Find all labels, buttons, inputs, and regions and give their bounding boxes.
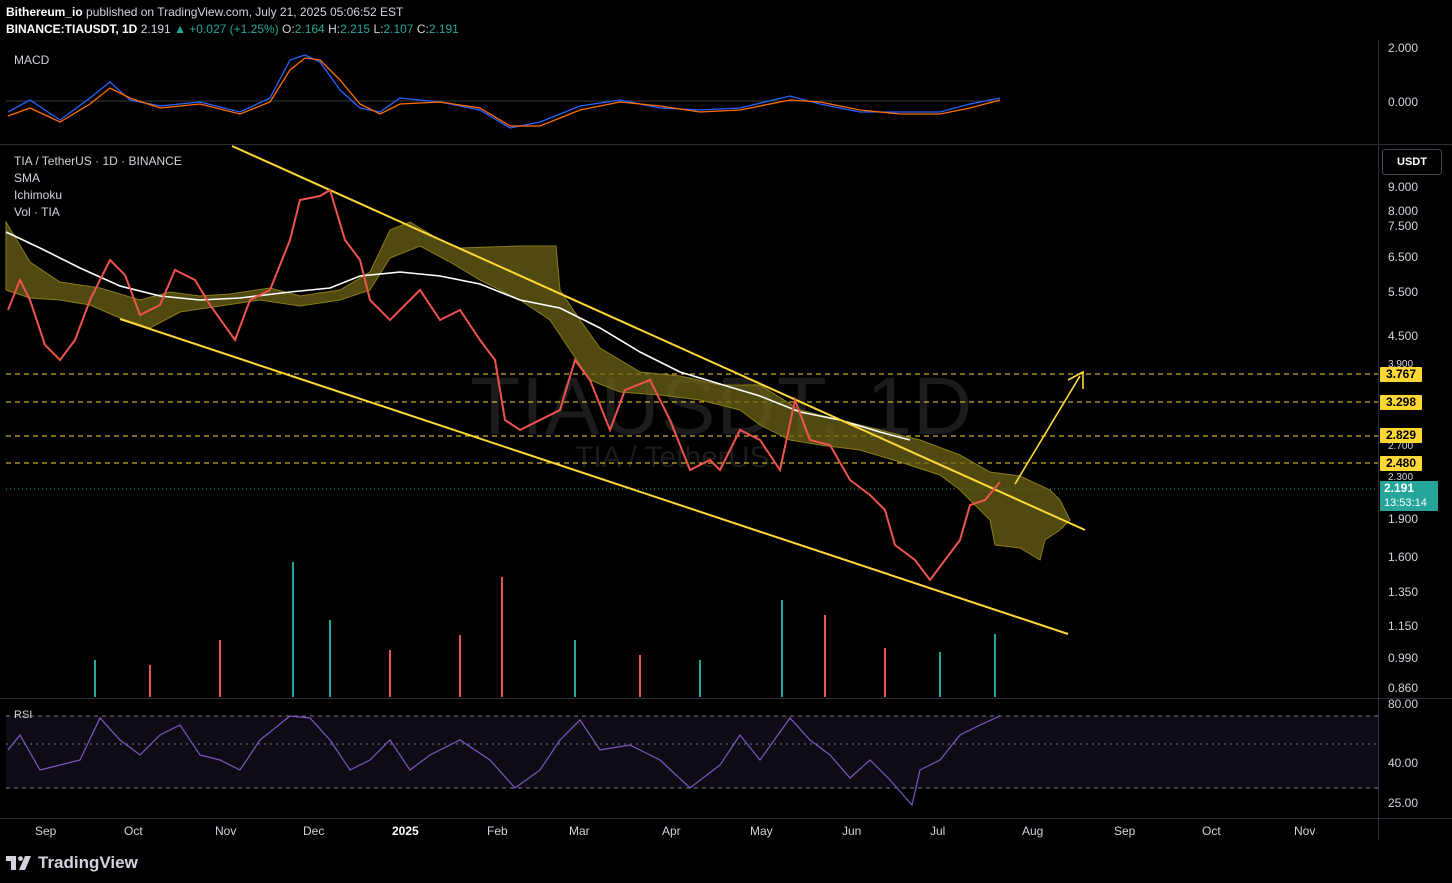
macd-scale-top: 2.000 <box>1388 41 1419 55</box>
time-tick: Oct <box>124 824 143 838</box>
rsi-line <box>7 715 1001 807</box>
time-tick: Nov <box>1294 824 1316 838</box>
price-tick: 3.900 <box>1388 359 1414 370</box>
time-tick: Jul <box>930 824 946 838</box>
sma-line <box>5 231 911 441</box>
level-tag-3298: 3.298 <box>1380 395 1422 410</box>
macd-scale-zero: 0.000 <box>1388 95 1419 109</box>
rsi-band <box>6 716 1378 788</box>
open-value: 2.164 <box>294 22 325 36</box>
macd-pane-separator[interactable] <box>0 144 1452 145</box>
channel-upper-trendline <box>231 145 1086 531</box>
price-tick: 5.500 <box>1388 285 1419 299</box>
price-tick: 1.350 <box>1388 585 1419 599</box>
time-tick: Apr <box>662 824 681 838</box>
bar-countdown: 13:53:14 <box>1384 497 1427 509</box>
time-tick: Feb <box>487 824 508 838</box>
symbol-name[interactable]: BINANCE:TIAUSDT, 1D <box>6 22 138 36</box>
price-tick: 1.600 <box>1388 550 1419 564</box>
price-tick: 7.500 <box>1388 219 1419 233</box>
price-tick: 6.500 <box>1388 250 1419 264</box>
rsi-scale-40: 40.00 <box>1388 756 1419 770</box>
rsi-pane-separator[interactable] <box>0 698 1452 699</box>
price-tick: 2.300 <box>1388 472 1414 483</box>
symbol-legend: BINANCE:TIAUSDT, 1D 2.191 ▲ +0.027 (+1.2… <box>6 22 459 36</box>
price-path <box>7 188 1001 582</box>
horizontal-levels <box>6 373 1378 464</box>
rsi-scale-25: 25.00 <box>1388 796 1419 810</box>
time-axis-separator <box>0 818 1452 819</box>
time-tick: Oct <box>1202 824 1221 838</box>
main-series-title[interactable]: TIA / TetherUS · 1D · BINANCE <box>14 154 182 168</box>
channel-lower-trendline <box>119 318 1069 635</box>
last-price: 2.191 <box>140 22 171 36</box>
level-tag-2829: 2.829 <box>1380 428 1422 443</box>
level-tag-3767: 3.767 <box>1380 367 1422 382</box>
time-tick: Dec <box>303 824 325 838</box>
price-tick: 0.860 <box>1388 681 1419 695</box>
price-tick: 9.000 <box>1388 180 1419 194</box>
high-value: 2.215 <box>340 22 371 36</box>
tradingview-brand-text: TradingView <box>38 853 138 872</box>
projection-arrow-head <box>1067 370 1084 389</box>
price-axis-separator <box>1378 40 1379 840</box>
macd-label[interactable]: MACD <box>14 53 50 67</box>
open-label: O: <box>282 22 295 36</box>
publish-info: Bithereum_io published on TradingView.co… <box>6 5 403 19</box>
close-value: 2.191 <box>428 22 459 36</box>
projection-arrow-line <box>1014 375 1081 485</box>
time-tick: Nov <box>215 824 237 838</box>
rsi-label[interactable]: RSI <box>14 709 33 721</box>
volume-bars <box>94 562 996 697</box>
price-tick: 1.900 <box>1388 512 1419 526</box>
price-tick: 2.700 <box>1388 441 1414 452</box>
indicator-volume[interactable]: Vol · TIA <box>14 205 60 219</box>
time-tick: May <box>750 824 773 838</box>
publish-date: published on TradingView.com, July 21, 2… <box>82 5 404 19</box>
currency-unit-button[interactable]: USDT <box>1382 149 1442 175</box>
current-price-badge: 2.191 13:53:14 <box>1380 481 1438 511</box>
price-tick: 8.000 <box>1388 204 1419 218</box>
ichimoku-cloud <box>5 220 1071 561</box>
close-label: C: <box>416 22 429 36</box>
tradingview-logo[interactable]: TradingView <box>6 853 138 873</box>
symbol-watermark-sub: TIA / TetherUS <box>575 441 770 474</box>
price-change: ▲ +0.027 (+1.25%) <box>174 22 279 36</box>
low-label: L: <box>373 22 384 36</box>
indicator-ichimoku[interactable]: Ichimoku <box>14 188 63 202</box>
time-tick: Sep <box>35 824 57 838</box>
time-tick: Sep <box>1114 824 1136 838</box>
macd-signal-line <box>7 57 1001 127</box>
high-label: H: <box>328 22 341 36</box>
time-tick-year: 2025 <box>392 824 419 838</box>
level-tag-2480: 2.480 <box>1380 456 1422 471</box>
publisher-name[interactable]: Bithereum_io <box>6 5 83 19</box>
tradingview-logo-icon <box>6 856 31 870</box>
time-tick: Mar <box>569 824 590 838</box>
price-tick: 1.150 <box>1388 619 1419 633</box>
price-tick: 4.500 <box>1388 329 1419 343</box>
rsi-scale-80: 80.00 <box>1388 697 1419 711</box>
price-tick: 0.990 <box>1388 651 1419 665</box>
time-tick: Aug <box>1022 824 1044 838</box>
indicator-sma[interactable]: SMA <box>14 171 41 185</box>
low-value: 2.107 <box>383 22 414 36</box>
macd-line <box>7 54 1001 129</box>
time-tick: Jun <box>842 824 862 838</box>
current-price-value: 2.191 <box>1384 481 1415 495</box>
